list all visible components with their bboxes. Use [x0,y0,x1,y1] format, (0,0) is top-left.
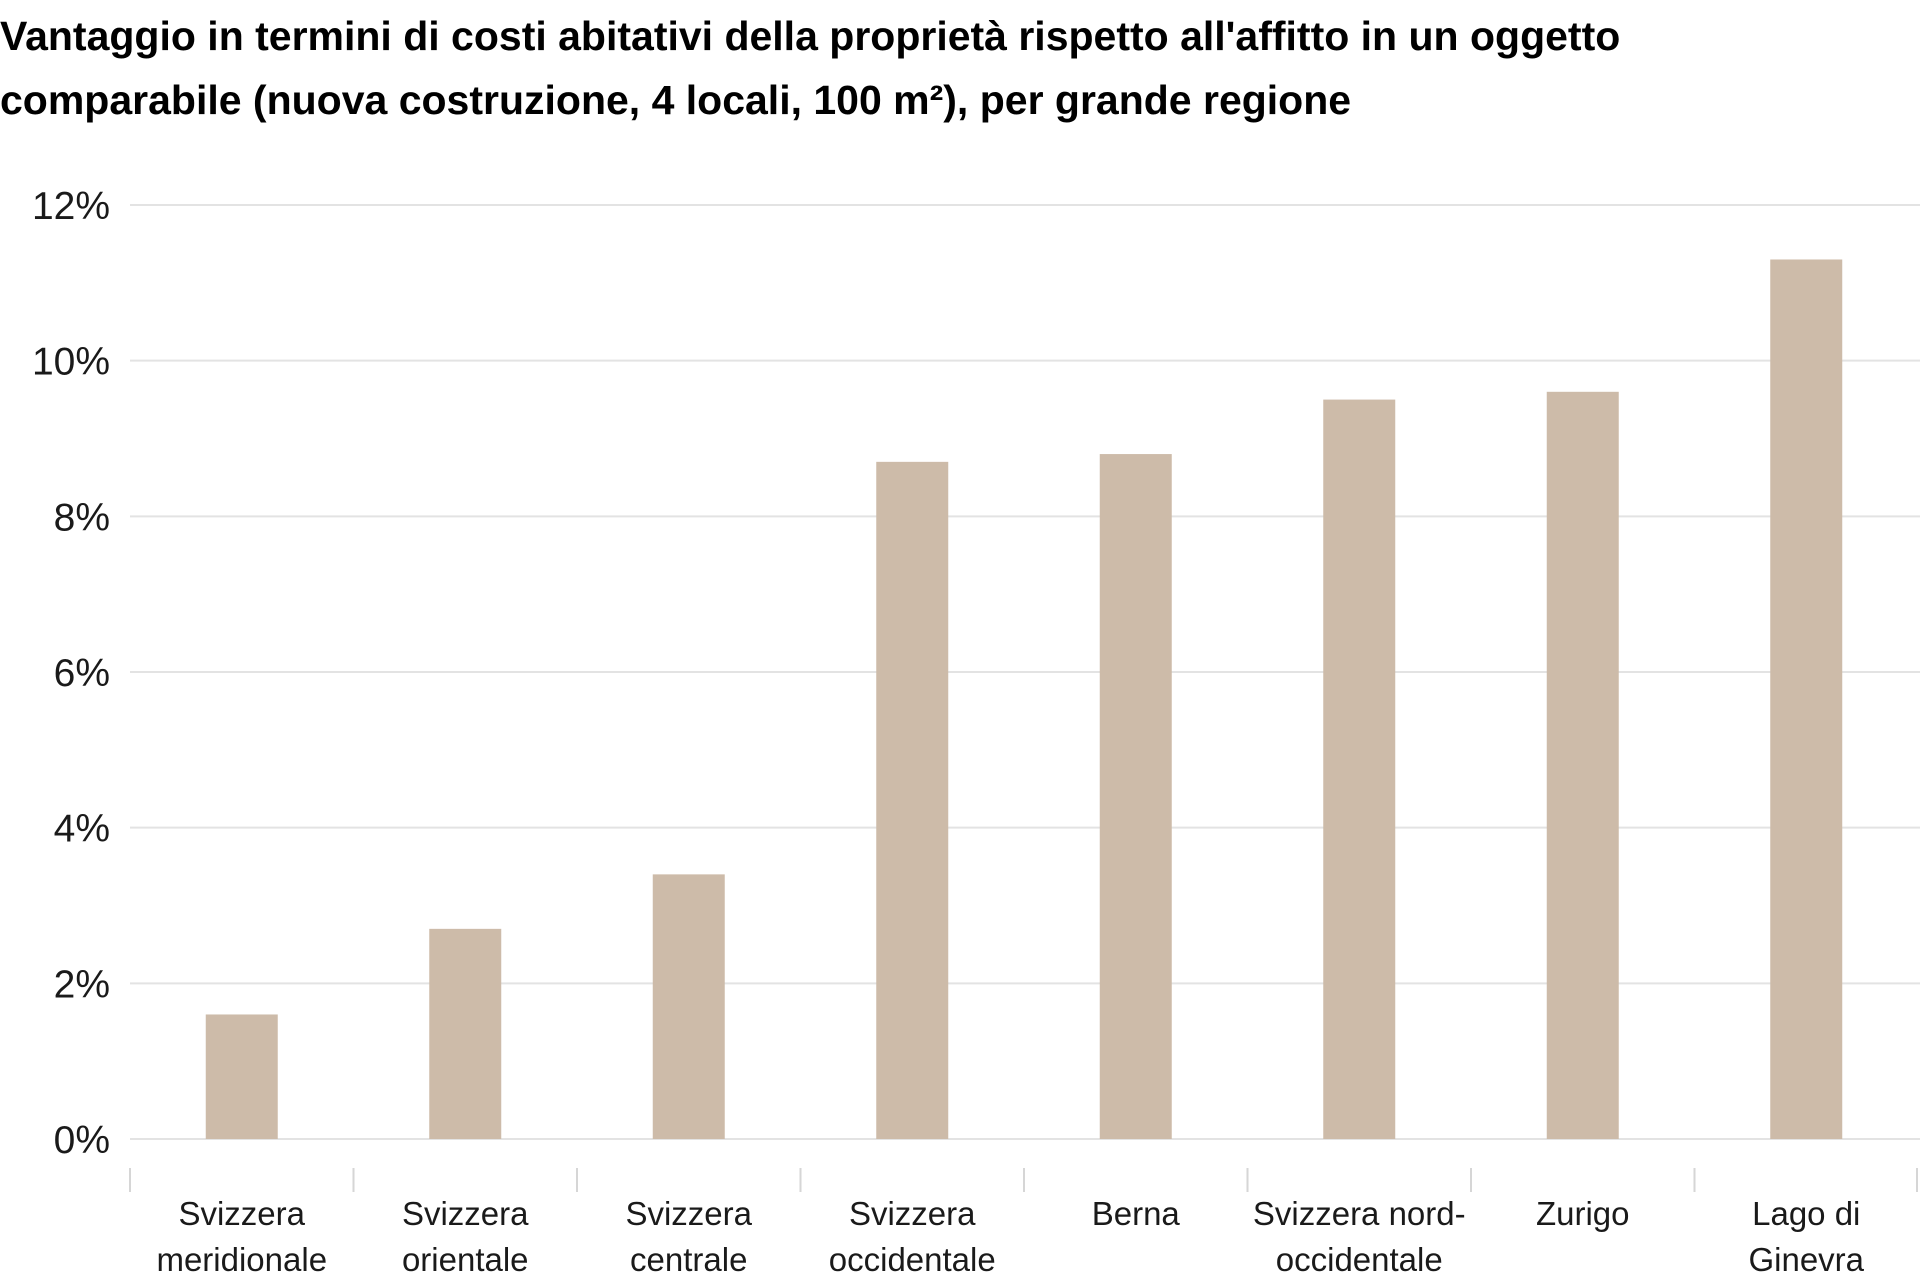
bar-5 [1099,454,1172,1140]
bar-2 [429,928,502,1139]
x-category-label: Lago di [1752,1195,1860,1232]
x-category-label: Svizzera [178,1195,305,1232]
chart-title-line-1: Vantaggio in termini di costi abitativi … [0,13,1621,59]
x-category-label: Zurigo [1536,1195,1630,1232]
x-category-label: Svizzera nord- [1253,1195,1466,1232]
bar-6 [1323,399,1396,1139]
x-category-label: occidentale [1276,1241,1443,1278]
x-category-label: meridionale [156,1241,327,1278]
y-tick-label: 10% [32,341,110,384]
chart-title-line-2: comparabile (nuova costruzione, 4 locali… [0,77,1352,123]
gridlines [130,204,1920,1140]
y-tick-label: 4% [54,808,110,851]
chart-title: Vantaggio in termini di costi abitativi … [0,4,1900,132]
x-category-label: occidentale [829,1241,996,1278]
x-category-label: orientale [402,1241,529,1278]
y-tick-label: 8% [54,496,110,539]
bar-4 [876,461,949,1140]
x-axis: Svizzera meridionale Svizzera orientale Sviz… [129,1168,1918,1278]
x-category-label: Svizzera [849,1195,976,1232]
bar-7 [1546,391,1619,1139]
bar-8 [1770,259,1843,1139]
y-axis-ticks: 0% 2% 4% 6% 8% 10% 12% [32,185,110,1162]
x-category-label: Svizzera [402,1195,529,1232]
bars [205,259,1843,1140]
x-category-label: centrale [630,1241,747,1278]
x-category-label: Berna [1092,1195,1181,1232]
y-tick-label: 6% [54,652,110,695]
y-tick-label: 12% [32,185,110,228]
y-tick-label: 2% [54,963,110,1006]
x-category-label: Svizzera [625,1195,752,1232]
x-category-label: Ginevra [1748,1241,1864,1278]
bar-1 [205,1014,278,1139]
y-tick-label: 0% [54,1119,110,1162]
bar-3 [652,874,725,1139]
